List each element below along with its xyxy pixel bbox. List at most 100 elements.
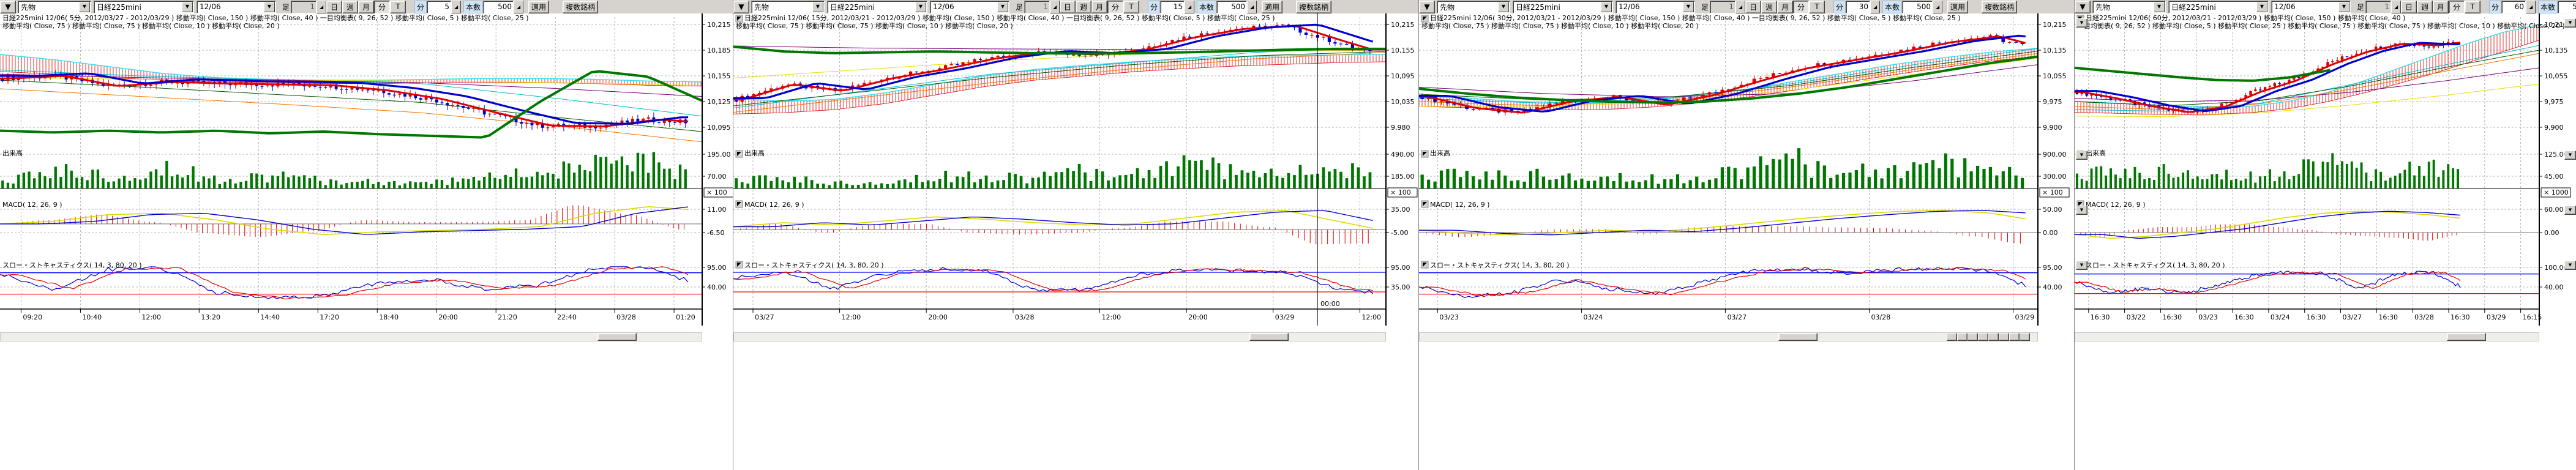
- minute-value-field[interactable]: 60: [2501, 0, 2526, 13]
- period-day-button[interactable]: 日: [2401, 0, 2417, 13]
- period-minute-button[interactable]: 分: [1793, 0, 1810, 13]
- bar-count-field[interactable]: 500: [483, 0, 514, 13]
- section-splitter-collapse-button[interactable]: ▼: [2564, 151, 2576, 160]
- horizontal-scrollbar[interactable]: [1419, 332, 2038, 341]
- scrollbar-tool-button[interactable]: [2020, 333, 2030, 341]
- contract-select[interactable]: 12/06 ▼: [1616, 0, 1695, 13]
- chevron-down-icon[interactable]: ▼: [264, 1, 275, 12]
- spinner-button[interactable]: ◢: [451, 0, 462, 13]
- chevron-down-icon[interactable]: ▼: [2154, 1, 2165, 12]
- period-tick-button[interactable]: T: [1123, 0, 1140, 13]
- minute-value-field[interactable]: 5: [427, 0, 452, 13]
- spinner-button[interactable]: ◢: [1185, 0, 1195, 13]
- minute-value-field[interactable]: 15: [1160, 0, 1185, 13]
- period-minute-button[interactable]: 分: [374, 0, 391, 13]
- section-splitter-collapse-button[interactable]: ▼: [2564, 18, 2576, 28]
- category-select[interactable]: 先物 ▼: [751, 0, 825, 13]
- panel-collapse-button[interactable]: ▼: [2075, 0, 2091, 13]
- scrollbar-tool-button[interactable]: [2009, 333, 2020, 341]
- spinner-button[interactable]: ◢: [514, 0, 524, 13]
- spinner-button[interactable]: ◢: [2526, 0, 2536, 13]
- contract-select[interactable]: 12/06 ▼: [930, 0, 1009, 13]
- bar-count-field[interactable]: 500: [1216, 0, 1248, 13]
- section-splitter-collapse-button[interactable]: ▼: [2076, 261, 2087, 270]
- chevron-down-icon[interactable]: ▼: [79, 1, 90, 12]
- period-tick-button[interactable]: T: [390, 0, 406, 13]
- period-month-button[interactable]: 月: [1777, 0, 1794, 13]
- panel-collapse-button[interactable]: ▼: [1419, 0, 1435, 13]
- period-week-button[interactable]: 週: [1076, 0, 1092, 13]
- period-tick-button[interactable]: T: [2465, 0, 2481, 13]
- period-minute-button[interactable]: 分: [1107, 0, 1124, 13]
- minute-value-field[interactable]: 30: [1846, 0, 1871, 13]
- horizontal-scrollbar[interactable]: [2075, 332, 2539, 341]
- symbol-select[interactable]: 日経225mini ▼: [2168, 0, 2269, 13]
- apply-button[interactable]: 適用: [1262, 0, 1283, 13]
- section-splitter-collapse-button[interactable]: ▼: [2076, 151, 2087, 160]
- scrollbar-tool-button[interactable]: [1988, 333, 1999, 341]
- tick-count-field[interactable]: 1: [291, 0, 317, 13]
- scrollbar-tool-button[interactable]: [1968, 333, 1978, 341]
- bar-count-field[interactable]: 500: [1902, 0, 1933, 13]
- contract-select[interactable]: 12/06 ▼: [197, 0, 276, 13]
- period-week-button[interactable]: 週: [1761, 0, 1778, 13]
- period-day-button[interactable]: 日: [1060, 0, 1076, 13]
- period-week-button[interactable]: 週: [2417, 0, 2433, 13]
- panel-collapse-button[interactable]: ▼: [0, 0, 16, 13]
- tick-count-field[interactable]: 1: [2365, 0, 2392, 13]
- category-select[interactable]: 先物 ▼: [18, 0, 91, 13]
- chevron-down-icon[interactable]: ▼: [812, 1, 823, 12]
- spinner-button[interactable]: ◢: [2391, 0, 2402, 13]
- chevron-down-icon[interactable]: ▼: [1601, 1, 1612, 12]
- period-minute-button[interactable]: 分: [2449, 0, 2465, 13]
- period-month-button[interactable]: 月: [358, 0, 375, 13]
- period-day-button[interactable]: 日: [1745, 0, 1762, 13]
- scrollbar-thumb[interactable]: [597, 333, 637, 341]
- symbol-select[interactable]: 日経225mini ▼: [94, 0, 194, 13]
- spinner-button[interactable]: ◢: [1247, 0, 1257, 13]
- spinner-button[interactable]: ◢: [316, 0, 327, 13]
- panel-collapse-button[interactable]: ▼: [733, 0, 749, 13]
- bar-count-field[interactable]: 500: [2558, 0, 2576, 13]
- scrollbar-tool-button[interactable]: [1957, 333, 1968, 341]
- chevron-down-icon[interactable]: ▼: [997, 1, 1008, 12]
- apply-button[interactable]: 適用: [1947, 0, 1969, 13]
- scrollbar-thumb[interactable]: [1778, 333, 1818, 341]
- section-splitter-collapse-button[interactable]: ▼: [2564, 261, 2576, 270]
- tick-count-field[interactable]: 1: [1024, 0, 1050, 13]
- chevron-down-icon[interactable]: ▼: [2256, 1, 2267, 12]
- multi-symbol-button[interactable]: 複数銘柄: [563, 0, 599, 13]
- scrollbar-thumb[interactable]: [2447, 333, 2486, 341]
- period-month-button[interactable]: 月: [2433, 0, 2449, 13]
- tick-count-field[interactable]: 1: [1710, 0, 1736, 13]
- chevron-down-icon[interactable]: ▼: [915, 1, 926, 12]
- spinner-button[interactable]: ◢: [1870, 0, 1881, 13]
- chevron-down-icon[interactable]: ▼: [1498, 1, 1509, 12]
- period-tick-button[interactable]: T: [1809, 0, 1825, 13]
- horizontal-scrollbar[interactable]: [0, 332, 702, 341]
- multi-symbol-button[interactable]: 複数銘柄: [1296, 0, 1332, 13]
- scrollbar-tool-button[interactable]: [1947, 333, 1957, 341]
- section-splitter-collapse-button[interactable]: ▼: [2076, 206, 2087, 215]
- section-splitter-collapse-button[interactable]: ▼: [2076, 18, 2087, 28]
- scrollbar-tool-button[interactable]: [1999, 333, 2009, 341]
- section-splitter-collapse-button[interactable]: ▼: [2564, 206, 2576, 215]
- spinner-button[interactable]: ◢: [1933, 0, 1943, 13]
- period-week-button[interactable]: 週: [342, 0, 359, 13]
- category-select[interactable]: 先物 ▼: [1437, 0, 1510, 13]
- horizontal-scrollbar[interactable]: [733, 332, 1386, 341]
- period-month-button[interactable]: 月: [1091, 0, 1108, 13]
- chevron-down-icon[interactable]: ▼: [182, 1, 193, 12]
- scrollbar-tool-button[interactable]: [1978, 333, 1988, 341]
- category-select[interactable]: 先物 ▼: [2092, 0, 2166, 13]
- multi-symbol-button[interactable]: 複数銘柄: [1982, 0, 2018, 13]
- chevron-down-icon[interactable]: ▼: [1683, 1, 1694, 12]
- spinner-button[interactable]: ◢: [1050, 0, 1060, 13]
- chevron-down-icon[interactable]: ▼: [2338, 1, 2349, 12]
- period-day-button[interactable]: 日: [326, 0, 343, 13]
- apply-button[interactable]: 適用: [528, 0, 550, 13]
- contract-select[interactable]: 12/06 ▼: [2271, 0, 2351, 13]
- scrollbar-thumb[interactable]: [1249, 333, 1289, 341]
- symbol-select[interactable]: 日経225mini ▼: [827, 0, 927, 13]
- spinner-button[interactable]: ◢: [1735, 0, 1746, 13]
